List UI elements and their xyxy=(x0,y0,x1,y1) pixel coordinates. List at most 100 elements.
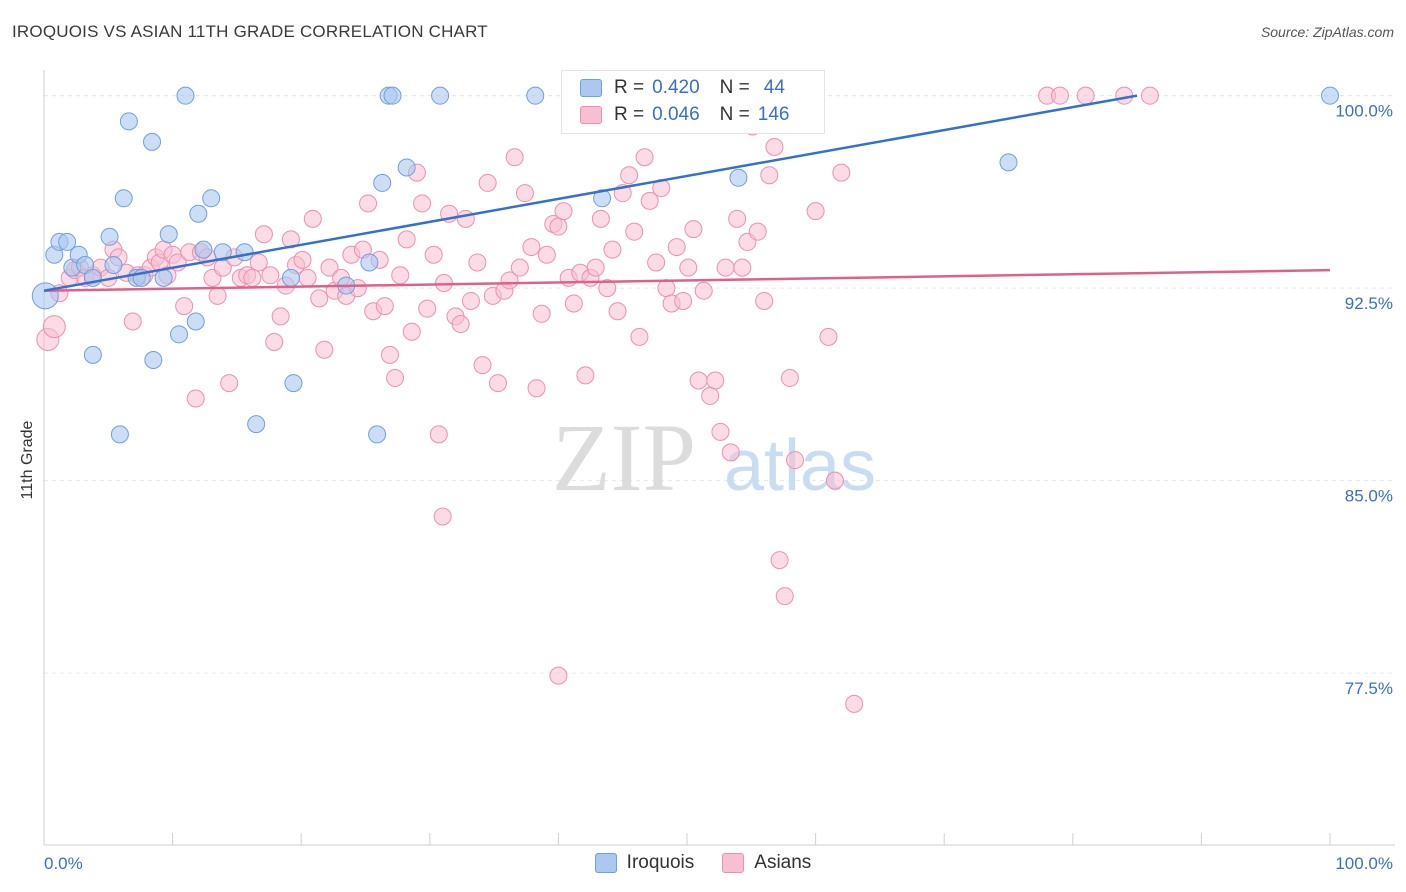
asians-point xyxy=(468,253,487,272)
iroquois-point xyxy=(110,425,129,444)
asians-point xyxy=(770,551,789,570)
axes xyxy=(43,70,1395,846)
iroquois-point xyxy=(186,312,205,331)
asians-point xyxy=(711,422,730,441)
iroquois-swatch xyxy=(594,853,617,873)
y-tick-label: 100.0% xyxy=(1335,102,1393,121)
legend-n-label: N = xyxy=(719,77,750,98)
asians-point xyxy=(1050,86,1069,105)
iroquois-point xyxy=(281,268,300,287)
asians-point xyxy=(505,148,524,167)
asians-point xyxy=(310,289,329,308)
asians-point xyxy=(402,322,421,341)
asians-point xyxy=(657,279,676,298)
legend-row-iroquois: R = 0.420 N = 44 xyxy=(580,76,785,100)
asians-point xyxy=(748,222,767,241)
iroquois-point xyxy=(235,243,254,262)
asians-point xyxy=(1140,86,1159,105)
asians-point xyxy=(303,209,322,228)
legend-n-value: 44 xyxy=(763,77,785,98)
iroquois-point xyxy=(360,253,379,272)
asians-point xyxy=(635,148,654,167)
x-tick-label: 0.0% xyxy=(44,854,83,873)
asians-point xyxy=(775,587,794,606)
asians-point xyxy=(706,371,725,390)
asians-point xyxy=(694,281,713,300)
chart-title: IROQUOIS VS ASIAN 11TH GRADE CORRELATION… xyxy=(12,22,488,41)
asians-point xyxy=(123,312,142,331)
trend-lines xyxy=(43,94,1331,292)
asians-point xyxy=(527,379,546,398)
asians-point xyxy=(760,166,779,185)
asians-point xyxy=(532,304,551,323)
asians-point xyxy=(380,345,399,364)
asians-point xyxy=(42,315,66,339)
asians-trendline xyxy=(43,268,1331,292)
iroquois-point xyxy=(373,173,392,192)
iroquois-point xyxy=(526,86,545,105)
legend-n-value: 146 xyxy=(757,104,790,125)
iroquois-point xyxy=(383,86,402,105)
source-label: Source: ZipAtlas.com xyxy=(1260,24,1394,40)
asians-point xyxy=(598,279,617,298)
asians-point xyxy=(689,371,708,390)
iroquois-point xyxy=(431,86,450,105)
legend-r-label: R = xyxy=(614,77,645,98)
asians-point xyxy=(819,327,838,346)
asians-point xyxy=(473,356,492,375)
asians-point xyxy=(591,209,610,228)
asians-point xyxy=(320,258,339,277)
iroquois-point xyxy=(189,204,208,223)
asians-point xyxy=(315,340,334,359)
asians-point xyxy=(271,307,290,326)
asians-point xyxy=(679,258,698,277)
asians-point xyxy=(386,368,405,387)
y-tick-label: 77.5% xyxy=(1345,679,1393,698)
iroquois-point xyxy=(114,189,133,208)
iroquois-point xyxy=(176,86,195,105)
asians-point xyxy=(413,194,432,213)
asians-point xyxy=(522,238,541,257)
asians-point xyxy=(293,250,312,269)
asians-swatch xyxy=(580,106,602,124)
iroquois-point xyxy=(83,345,102,364)
asians-point xyxy=(418,299,437,318)
asians-point xyxy=(488,374,507,393)
iroquois-trendline xyxy=(43,94,1138,292)
asians-point xyxy=(391,266,410,285)
asians-point xyxy=(265,333,284,352)
asians-point xyxy=(716,258,735,277)
iroquois-point xyxy=(368,425,387,444)
iroquois-swatch xyxy=(580,79,602,97)
asians-point xyxy=(721,443,740,462)
iroquois-point xyxy=(247,415,266,434)
asians-point xyxy=(461,291,480,310)
asians-point xyxy=(586,258,605,277)
asians-point xyxy=(549,666,568,685)
asians-point xyxy=(261,266,280,285)
bottom-legend-iroquois[interactable]: Iroquois xyxy=(594,852,694,874)
asians-point xyxy=(825,471,844,490)
iroquois-point xyxy=(119,112,138,131)
asians-point xyxy=(786,451,805,470)
bottom-legend: Iroquois Asians xyxy=(0,852,1406,874)
asians-point xyxy=(208,286,227,305)
iroquois-point xyxy=(144,350,163,369)
iroquois-point xyxy=(999,153,1018,172)
iroquois-point xyxy=(159,225,178,244)
iroquois-point xyxy=(100,227,119,246)
asians-point xyxy=(515,184,534,203)
legend-row-asians: R = 0.046 N = 146 xyxy=(580,103,789,127)
asians-point xyxy=(647,253,666,272)
iroquois-point xyxy=(58,232,77,251)
bottom-legend-asians[interactable]: Asians xyxy=(722,852,811,874)
asians-point xyxy=(1076,86,1095,105)
asians-point xyxy=(500,271,519,290)
legend-r-label: R = xyxy=(614,104,645,125)
asians-point xyxy=(175,297,194,316)
watermark-zip: ZIP xyxy=(552,404,696,511)
asians-point xyxy=(359,194,378,213)
asians-point xyxy=(554,202,573,221)
iroquois-point xyxy=(143,132,162,151)
